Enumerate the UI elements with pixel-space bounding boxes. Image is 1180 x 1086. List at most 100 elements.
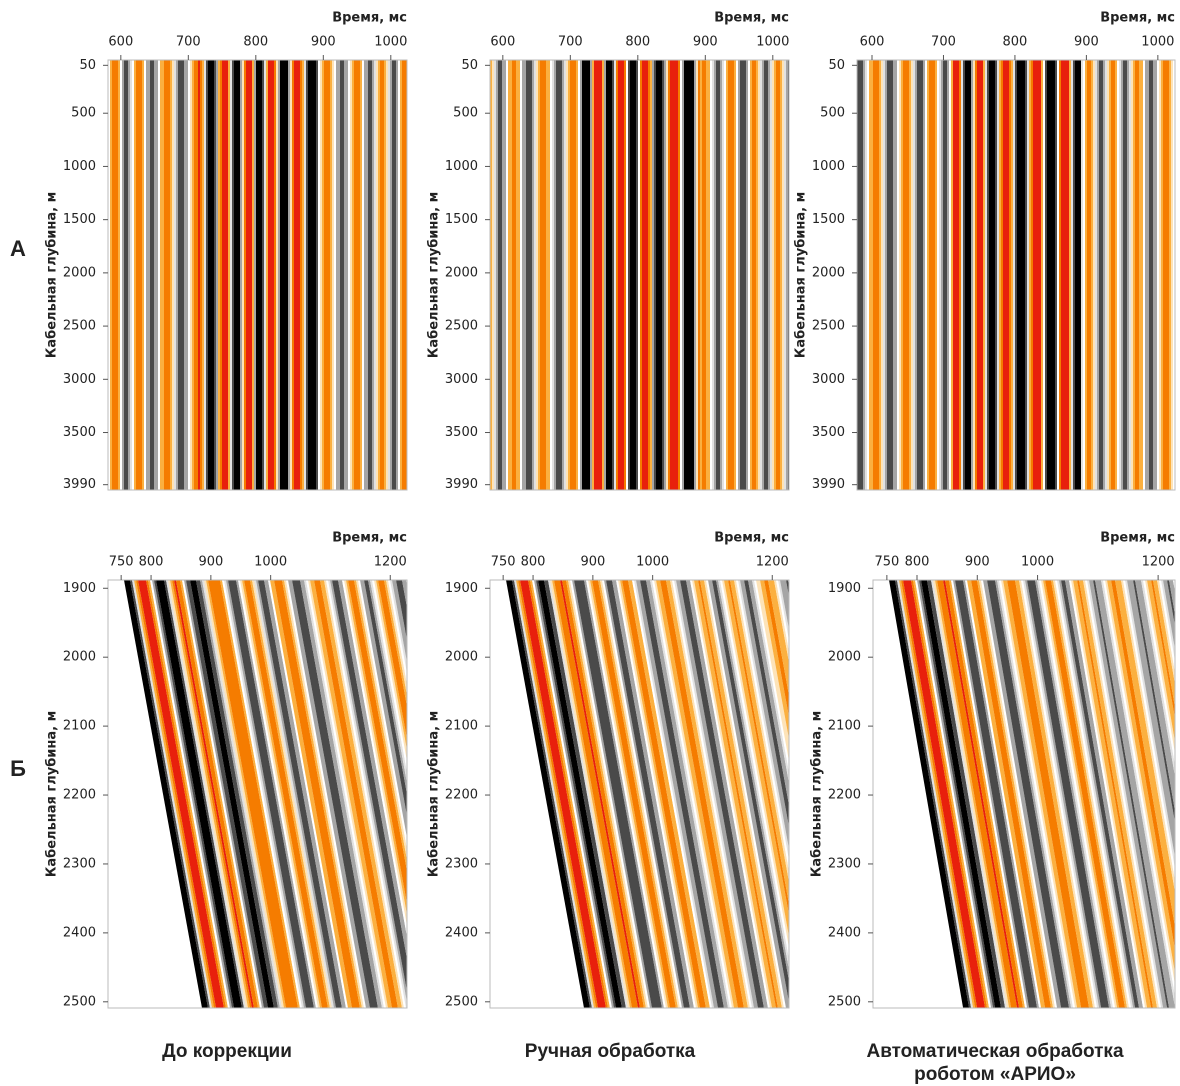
trace-stripe [358, 580, 407, 849]
trace-stripe [1175, 580, 1180, 1008]
trace-stripe [1015, 60, 1017, 490]
trace-stripe [650, 60, 652, 490]
trace-stripe [304, 60, 306, 490]
trace-stripe [508, 60, 512, 490]
trace-stripe [226, 580, 306, 1008]
trace-stripe [913, 60, 915, 490]
trace-stripe [720, 580, 789, 959]
trace-stripe [955, 580, 1038, 1008]
trace-stripe [863, 60, 865, 490]
trace-stripe [1153, 580, 1175, 708]
trace-stripe [1001, 60, 1003, 490]
trace-stripe [506, 580, 590, 1008]
x-axis-label: Время, мс [332, 11, 407, 26]
trace-stripe [1115, 580, 1175, 927]
trace-stripe [1013, 60, 1015, 490]
y-tick-label: 2500 [828, 994, 861, 1009]
trace-stripe [945, 580, 1024, 1008]
seismic-section [857, 60, 1175, 490]
trace-stripe [1123, 60, 1127, 490]
trace-stripe [1159, 580, 1175, 673]
trace-stripe [692, 580, 772, 1008]
y-tick-label: 2000 [828, 650, 861, 665]
trace-stripe [570, 580, 650, 1008]
trace-stripe [762, 60, 764, 490]
column-caption: роботом «АРИО» [914, 1064, 1076, 1085]
trace-stripe [1145, 580, 1175, 754]
trace-stripe [158, 60, 160, 490]
trace-stripe [1043, 60, 1045, 490]
trace-stripe [1045, 60, 1047, 490]
trace-stripe [616, 580, 696, 1008]
trace-stripe [628, 60, 630, 490]
trace-stripe [304, 580, 384, 1008]
x-tick-label: 800 [139, 555, 164, 570]
trace-stripe [152, 580, 232, 1008]
trace-stripe [128, 60, 130, 490]
trace-stripe [927, 60, 929, 490]
trace-stripe [933, 580, 1010, 1008]
x-tick-label: 1200 [1142, 555, 1175, 570]
trace-stripe [138, 580, 224, 1008]
trace-stripe [971, 580, 1052, 1008]
trace-stripe [1041, 580, 1118, 1008]
trace-stripe [568, 60, 570, 490]
trace-stripe [654, 60, 656, 490]
x-tick-label: 1000 [374, 35, 407, 50]
trace-stripe [1133, 60, 1135, 490]
trace-stripe [995, 60, 997, 490]
trace-stripe [594, 60, 602, 490]
trace-stripe [698, 60, 700, 490]
trace-stripe [402, 60, 407, 490]
trace-stripe [694, 60, 696, 490]
trace-stripe [506, 60, 508, 490]
trace-stripe [740, 580, 789, 849]
column-caption: Ручная обработка [525, 1041, 696, 1062]
y-tick-label: 1900 [828, 581, 861, 596]
trace-stripe [552, 60, 554, 490]
trace-stripe [530, 580, 610, 1008]
trace-stripe [780, 60, 782, 490]
trace-stripe [494, 60, 496, 490]
trace-stripe [622, 580, 706, 1008]
x-tick-label: 1000 [254, 555, 287, 570]
column-caption: Автоматическая обработка [866, 1041, 1123, 1062]
trace-stripe [344, 60, 348, 490]
trace-stripe [356, 580, 407, 860]
trace-stripe [989, 60, 995, 490]
trace-stripe [1003, 580, 1082, 1008]
trace-stripe [1073, 60, 1075, 490]
trace-stripe [262, 60, 264, 490]
trace-stripe [364, 580, 407, 816]
trace-stripe [560, 580, 640, 1008]
trace-stripe [718, 580, 789, 970]
trace-stripe [652, 60, 654, 490]
trace-stripe [1123, 580, 1175, 881]
trace-stripe [354, 580, 407, 871]
y-tick-label: 2500 [445, 994, 478, 1009]
trace-stripe [784, 60, 786, 490]
trace-stripe [166, 580, 246, 1008]
column-caption: До коррекции [162, 1041, 292, 1062]
trace-stripe [604, 580, 684, 1008]
trace-stripe [564, 60, 566, 490]
trace-stripe [570, 60, 576, 490]
trace-stripe [130, 580, 210, 1008]
trace-stripe [310, 580, 392, 1008]
trace-stripe [760, 60, 762, 490]
x-axis-label: Время, мс [1100, 11, 1175, 26]
trace-stripe [538, 580, 622, 1008]
trace-stripe [1065, 580, 1144, 1008]
trace-stripe [893, 60, 897, 490]
x-tick-label: 1000 [756, 35, 789, 50]
trace-stripe [1169, 580, 1175, 615]
trace-stripe [959, 60, 961, 490]
trace-stripe [352, 60, 354, 490]
trace-stripe [752, 580, 789, 784]
trace-stripe [370, 580, 407, 784]
trace-stripe [1055, 580, 1132, 1008]
plot-frame [107, 59, 408, 491]
trace-stripe [897, 60, 899, 490]
trace-stripe [1011, 60, 1013, 490]
